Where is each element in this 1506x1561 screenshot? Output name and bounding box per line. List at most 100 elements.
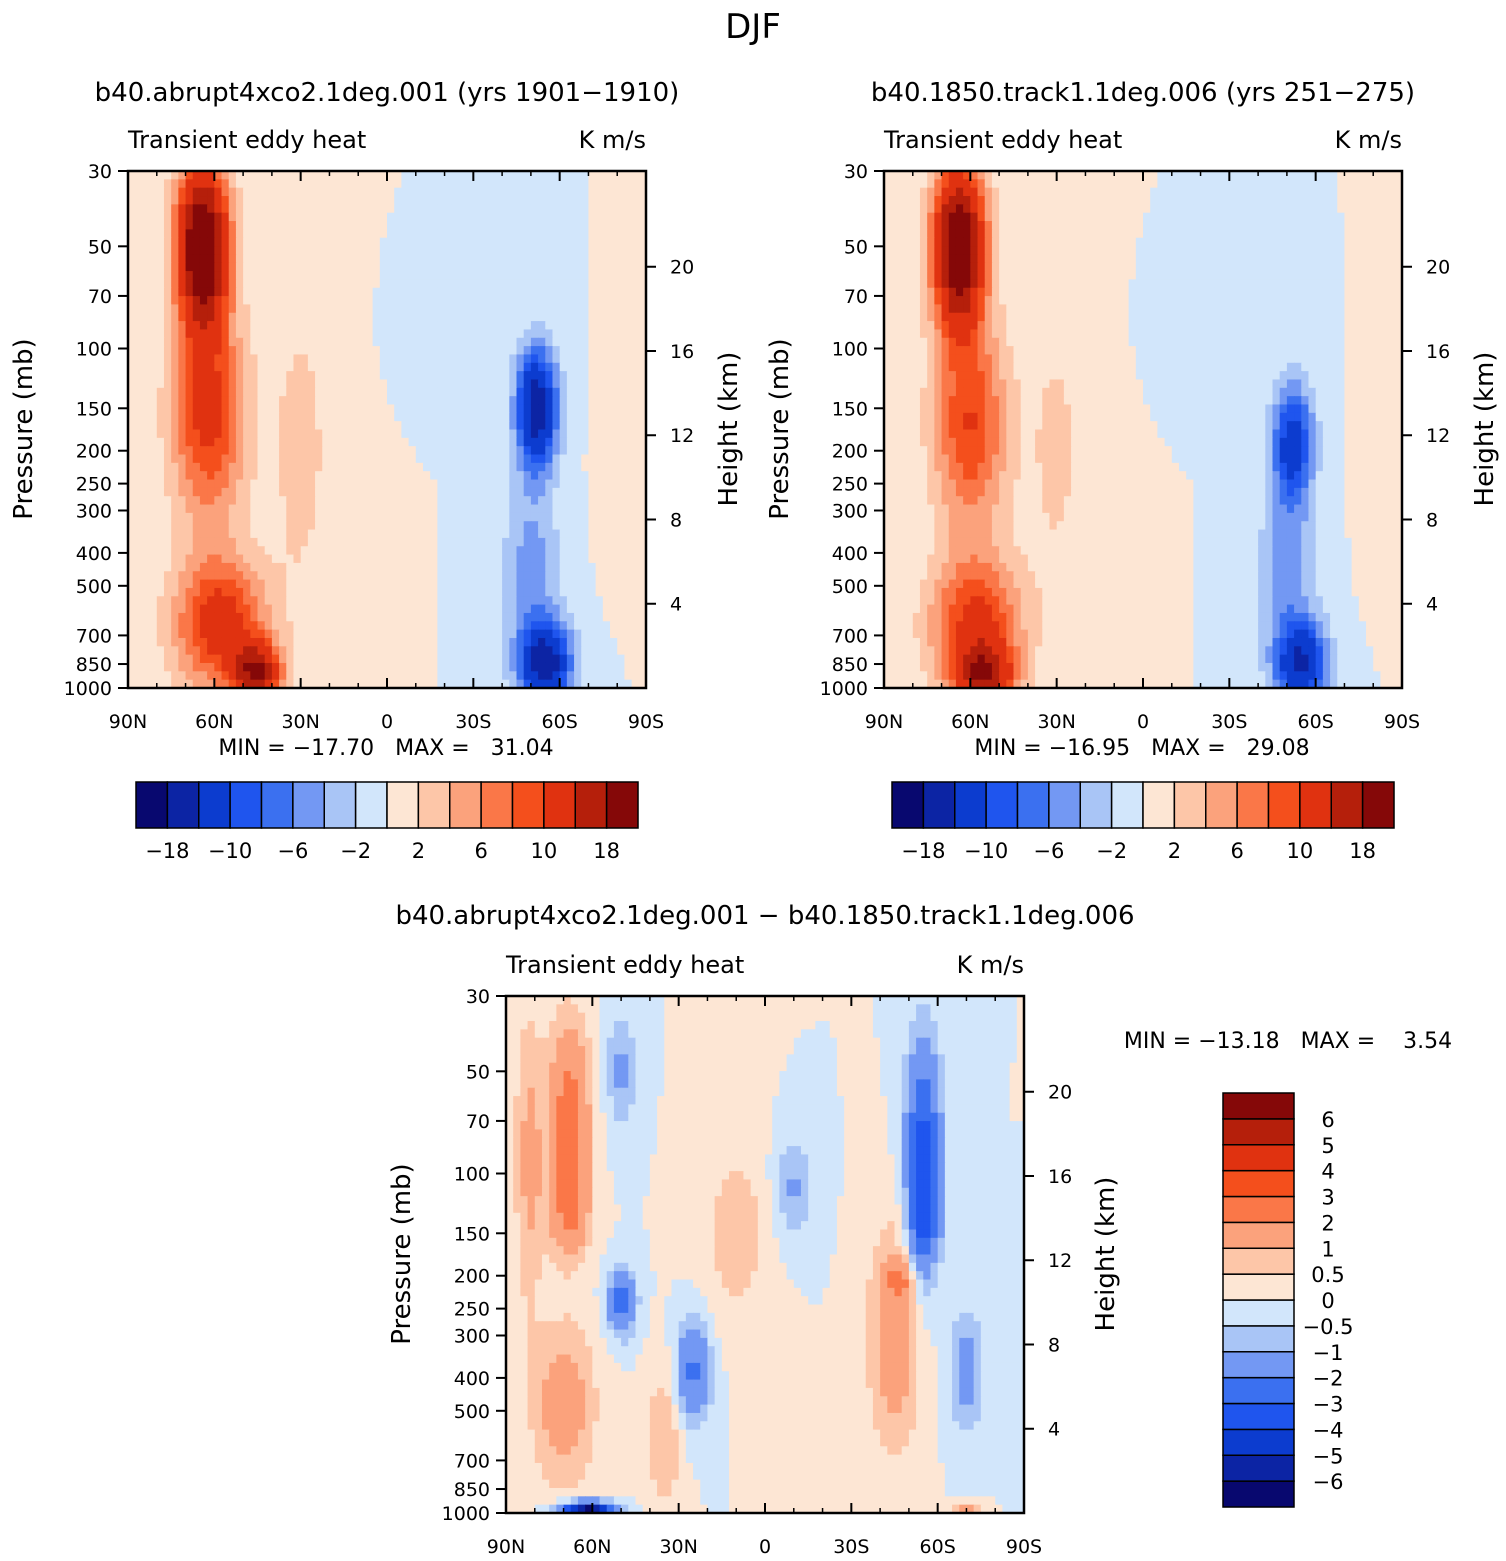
- contour-cell: [516, 412, 525, 422]
- contour-cell: [142, 279, 151, 289]
- contour-cell: [343, 612, 352, 622]
- contour-cell: [358, 279, 367, 289]
- contour-cell: [1380, 179, 1389, 189]
- contour-cell: [394, 371, 402, 381]
- contour-cell: [415, 587, 424, 597]
- contour-cell: [545, 579, 554, 589]
- contour-cell: [1358, 204, 1367, 214]
- contour-cell: [279, 671, 287, 681]
- contour-cell: [401, 662, 410, 672]
- contour-cell: [1157, 196, 1166, 205]
- contour-cell: [307, 412, 316, 422]
- contour-cell: [631, 221, 640, 230]
- contour-cell: [315, 579, 323, 589]
- contour-cell: [207, 387, 215, 397]
- contour-cell: [286, 454, 295, 464]
- contour-cell: [199, 487, 208, 497]
- contour-cell: [487, 629, 496, 639]
- contour-cell: [300, 296, 309, 306]
- contour-cell: [1294, 171, 1302, 180]
- contour-cell: [394, 179, 402, 189]
- contour-cell: [322, 462, 331, 472]
- contour-cell: [149, 237, 158, 247]
- contour-cell: [300, 512, 309, 522]
- contour-cell: [307, 671, 316, 681]
- contour-cell: [559, 354, 568, 364]
- contour-cell: [574, 246, 582, 255]
- contour-cell: [128, 546, 136, 556]
- contour-cell: [171, 546, 179, 556]
- contour-cell: [927, 204, 935, 214]
- contour-cell: [1135, 212, 1144, 222]
- contour-cell: [494, 554, 503, 564]
- contour-cell: [221, 621, 230, 631]
- contour-cell: [351, 579, 359, 589]
- contour-cell: [235, 279, 244, 289]
- contour-cell: [487, 179, 496, 189]
- contour-cell: [293, 221, 302, 230]
- contour-cell: [602, 446, 611, 456]
- contour-cell: [387, 321, 395, 331]
- contour-cell: [401, 279, 410, 289]
- contour-cell: [207, 337, 215, 347]
- contour-cell: [516, 379, 525, 389]
- contour-cell: [351, 621, 359, 631]
- contour-cell: [1042, 171, 1051, 180]
- contour-cell: [329, 579, 338, 589]
- contour-cell: [631, 254, 640, 264]
- contour-cell: [480, 487, 489, 497]
- contour-cell: [552, 304, 561, 314]
- contour-cell: [207, 546, 215, 556]
- contour-cell: [430, 471, 438, 481]
- contour-cell: [351, 204, 359, 214]
- contour-cell: [559, 271, 568, 280]
- contour-cell: [221, 587, 230, 597]
- contour-cell: [199, 671, 208, 681]
- contour-cell: [617, 496, 626, 506]
- contour-cell: [192, 196, 201, 205]
- contour-cell: [624, 446, 633, 456]
- contour-cell: [430, 271, 438, 280]
- contour-cell: [624, 304, 633, 314]
- contour-cell: [466, 479, 474, 489]
- contour-cell: [250, 354, 259, 364]
- contour-cell: [984, 196, 993, 205]
- contour-cell: [466, 596, 474, 606]
- contour-cell: [530, 546, 539, 556]
- contour-cell: [502, 437, 510, 447]
- contour-cell: [192, 487, 201, 497]
- contour-cell: [1150, 204, 1158, 214]
- contour-cell: [365, 612, 374, 622]
- contour-cell: [552, 446, 561, 456]
- contour-cell: [178, 521, 187, 531]
- contour-cell: [1387, 187, 1396, 197]
- contour-cell: [473, 521, 482, 531]
- contour-cell: [516, 321, 525, 331]
- contour-cell: [1035, 187, 1043, 197]
- contour-cell: [494, 671, 503, 681]
- contour-cell: [387, 262, 395, 272]
- contour-cell: [315, 621, 323, 631]
- contour-cell: [1337, 204, 1346, 214]
- contour-cell: [142, 379, 151, 389]
- contour-cell: [250, 671, 259, 681]
- contour-cell: [473, 437, 482, 447]
- contour-cell: [192, 271, 201, 280]
- contour-cell: [336, 304, 345, 314]
- contour-cell: [135, 246, 143, 255]
- contour-cell: [300, 246, 309, 255]
- contour-cell: [1272, 171, 1281, 180]
- contour-cell: [430, 587, 438, 597]
- contour-cell: [458, 304, 467, 314]
- contour-cell: [610, 487, 618, 497]
- contour-cell: [135, 404, 143, 414]
- contour-cell: [257, 271, 266, 280]
- contour-cell: [919, 204, 928, 214]
- contour-cell: [135, 254, 143, 264]
- contour-cell: [1207, 187, 1216, 197]
- contour-cell: [1322, 187, 1331, 197]
- contour-cell: [221, 562, 230, 572]
- contour-cell: [142, 196, 151, 205]
- contour-cell: [329, 637, 338, 647]
- contour-cell: [617, 679, 626, 689]
